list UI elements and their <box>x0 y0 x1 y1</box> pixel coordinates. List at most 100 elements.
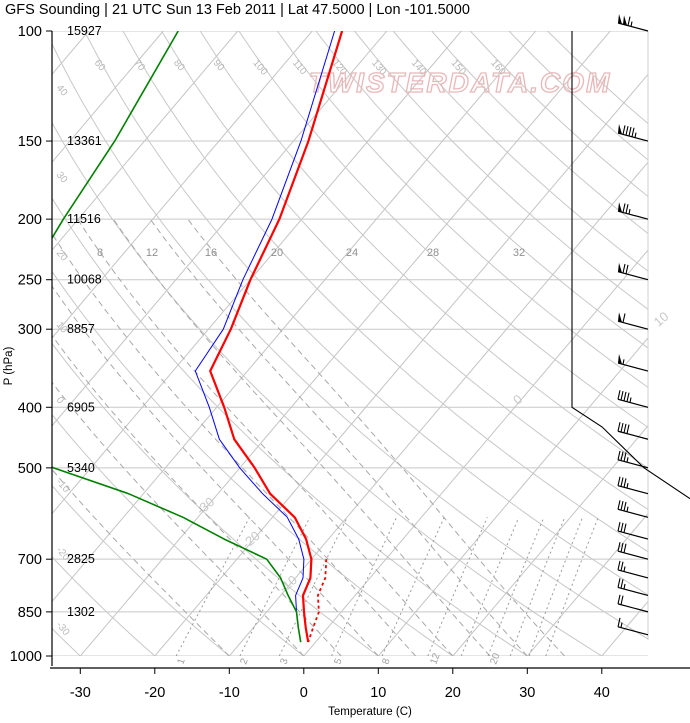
profile-layer <box>0 31 342 642</box>
isotherm-line <box>218 17 690 669</box>
isotherm-line <box>293 17 690 669</box>
wind-barb-half-feather <box>630 397 631 402</box>
height-label: 13361 <box>67 134 102 148</box>
dry-adiabat-line <box>0 31 472 669</box>
wind-barb-feather <box>621 596 623 605</box>
wind-barb-feather <box>623 203 625 212</box>
mixing-ratio-line <box>510 517 565 656</box>
wind-barb-staff <box>618 509 648 517</box>
isotherm-line <box>665 17 690 669</box>
dry-adiabat-label: 60 <box>92 58 108 74</box>
wind-barb <box>618 578 648 595</box>
height-label: 6905 <box>67 400 95 414</box>
dry-adiabat-label: 100 <box>250 58 269 78</box>
wind-barb-half-feather <box>627 457 628 462</box>
wind-barb-feather <box>621 523 623 532</box>
moist-adiabat-label: 40 <box>54 83 70 99</box>
wind-barb-staff <box>618 23 648 31</box>
mixing-ratio-line <box>176 517 249 656</box>
wind-barb-feather <box>623 264 625 273</box>
wind-barb <box>618 500 648 517</box>
wind-barb-half-feather <box>621 623 622 628</box>
isotherm-line <box>0 17 175 669</box>
profile-dew-point <box>0 31 301 642</box>
moist-adiabat-label: 30 <box>54 170 70 186</box>
wind-barb <box>618 263 648 280</box>
wind-barb-feather <box>624 424 626 433</box>
moist-adiabat-label: -10 <box>54 477 72 495</box>
isotherm-line <box>591 17 690 669</box>
mixing-ratio-top-label: 20 <box>271 247 283 259</box>
mixing-ratio-bottom-label: 5 <box>332 657 344 666</box>
y-tick-label: 300 <box>18 322 42 338</box>
profile-clip-group <box>0 31 342 642</box>
height-label: 5340 <box>67 461 95 475</box>
dry-adiabat-line <box>470 31 690 669</box>
x-tick-label: 40 <box>594 685 610 701</box>
x-tick-label: -30 <box>70 685 91 701</box>
watermark-text: TWISTERDATA.COM <box>309 67 612 98</box>
y-tick-label: 400 <box>18 400 42 416</box>
wind-barb <box>618 312 648 329</box>
mixing-ratio-bottom-label: 2 <box>238 657 250 666</box>
mixing-ratio-top-label: 24 <box>346 247 358 259</box>
dry-adiabat-line <box>200 31 690 669</box>
wind-barb <box>618 561 648 578</box>
y-tick-label: 500 <box>18 461 42 477</box>
mixing-ratio-top-label: 28 <box>427 247 439 259</box>
isotherm-label: 0 <box>510 391 525 407</box>
wind-barb <box>618 14 648 31</box>
y-tick-label: 100 <box>18 24 42 40</box>
wind-barb-feather <box>624 502 626 511</box>
wind-barb <box>618 522 648 539</box>
wind-barb-half-feather <box>623 359 624 364</box>
wind-barb-flag <box>618 263 622 273</box>
wind-barb-flag <box>618 202 622 212</box>
wind-barb-staff <box>618 431 648 439</box>
dry-adiabat-label: 110 <box>290 58 309 78</box>
y-axis-label: P (hPa) <box>3 346 15 385</box>
wind-barb-feather <box>626 265 628 274</box>
y-tick-label: 850 <box>18 605 42 621</box>
height-label: 10068 <box>67 273 102 287</box>
wind-barb-half-feather <box>631 21 632 26</box>
dry-adiabat-line <box>0 31 397 669</box>
mixing-ratio-top-label: 16 <box>205 247 217 259</box>
wind-barb-flag <box>618 124 622 134</box>
y-tick-label: 200 <box>18 212 42 228</box>
x-axis-label: Temperature (C) <box>328 706 412 718</box>
dry-adiabat-line <box>316 31 690 669</box>
wind-barb-feather <box>628 17 630 26</box>
axes-layer: 1592713361115161006888576905534028251302… <box>10 24 690 701</box>
x-tick-label: -10 <box>219 685 240 701</box>
wind-barb-feather <box>626 204 628 213</box>
x-tick-label: 10 <box>370 685 386 701</box>
grid-clip-group <box>0 17 690 669</box>
wind-barb-feather <box>621 478 623 487</box>
dry-adiabat-line <box>162 31 690 669</box>
isotherm-line <box>69 17 622 669</box>
mixing-ratio-bottom-label: 20 <box>488 651 502 666</box>
y-tick-label: 150 <box>18 134 42 150</box>
x-tick-label: -20 <box>144 685 165 701</box>
mixing-ratio-top-label: 8 <box>97 247 103 259</box>
dry-adiabat-line <box>239 31 690 669</box>
wind-barb-feather <box>621 501 623 510</box>
wind-barb-feather <box>626 126 628 135</box>
wind-barb-half-feather <box>629 209 630 214</box>
mixing-ratio-bottom-label: 1 <box>175 657 187 666</box>
moist-adiabat-line <box>0 306 229 656</box>
wind-barb-flag <box>623 15 627 25</box>
wind-barb-feather <box>623 125 625 134</box>
wind-barb-half-feather <box>624 584 625 589</box>
height-label: 8857 <box>67 322 95 336</box>
wind-barb-flag <box>618 312 622 322</box>
wind-barb-flag <box>618 14 622 24</box>
isotherm-line <box>144 17 690 669</box>
wind-barb-feather <box>618 390 620 399</box>
isotherm-line <box>442 17 690 669</box>
dry-adiabat-line <box>46 31 690 669</box>
wind-barb-staff <box>618 604 648 612</box>
